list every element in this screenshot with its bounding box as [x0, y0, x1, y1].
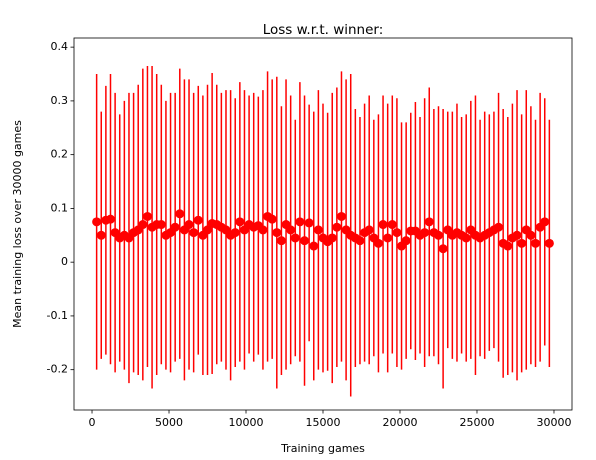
x-tick-label: 20000 [382, 416, 417, 429]
y-tick-label: 0.1 [51, 201, 69, 214]
y-tick-label: -0.1 [47, 309, 68, 322]
marker [512, 230, 522, 240]
marker [461, 233, 471, 243]
marker [383, 233, 393, 243]
marker [438, 244, 448, 254]
marker [364, 225, 374, 235]
marker [313, 225, 323, 235]
marker [184, 220, 194, 230]
y-tick-label: 0.4 [51, 40, 69, 53]
chart-title: Loss w.r.t. winner: [263, 22, 384, 38]
marker [526, 230, 536, 240]
marker [193, 215, 203, 225]
y-tick-label: 0.3 [51, 94, 69, 107]
marker [327, 233, 337, 243]
marker [92, 217, 102, 227]
marker [494, 222, 504, 232]
marker [272, 228, 282, 238]
marker [235, 217, 245, 227]
marker [267, 214, 277, 224]
marker [258, 225, 268, 235]
y-tick-label: 0.2 [51, 148, 69, 161]
marker [531, 238, 541, 248]
marker [170, 222, 180, 232]
marker [230, 228, 240, 238]
marker [276, 236, 286, 246]
marker [378, 220, 388, 230]
marker [387, 220, 397, 230]
marker [96, 230, 106, 240]
marker [156, 220, 166, 230]
marker [336, 211, 346, 221]
marker [295, 217, 305, 227]
marker [401, 236, 411, 246]
x-axis-label: Training games [280, 442, 365, 455]
marker [290, 233, 300, 243]
marker [355, 236, 365, 246]
marker [189, 228, 199, 238]
marker [138, 220, 148, 230]
marker [503, 241, 513, 251]
marker [309, 241, 319, 251]
y-tick-label: -0.2 [47, 363, 68, 376]
marker [304, 218, 314, 228]
x-tick-label: 0 [89, 416, 96, 429]
x-tick-label: 5000 [155, 416, 183, 429]
marker [142, 211, 152, 221]
x-tick-label: 10000 [229, 416, 264, 429]
marker [300, 236, 310, 246]
y-axis-label: Mean training loss over 30000 games [11, 120, 24, 328]
marker [373, 238, 383, 248]
plot-frame [73, 37, 573, 411]
marker [175, 209, 185, 219]
marker [286, 225, 296, 235]
marker [420, 228, 430, 238]
x-tick-label: 30000 [536, 416, 571, 429]
marker [424, 217, 434, 227]
y-tick-label: 0 [61, 255, 68, 268]
x-tick-label: 15000 [306, 416, 341, 429]
marker [544, 238, 554, 248]
marker [105, 214, 115, 224]
marker [433, 230, 443, 240]
marker [332, 222, 342, 232]
marker [203, 225, 213, 235]
x-tick-label: 25000 [459, 416, 494, 429]
marker [540, 217, 550, 227]
marker [517, 238, 527, 248]
marker [392, 228, 402, 238]
